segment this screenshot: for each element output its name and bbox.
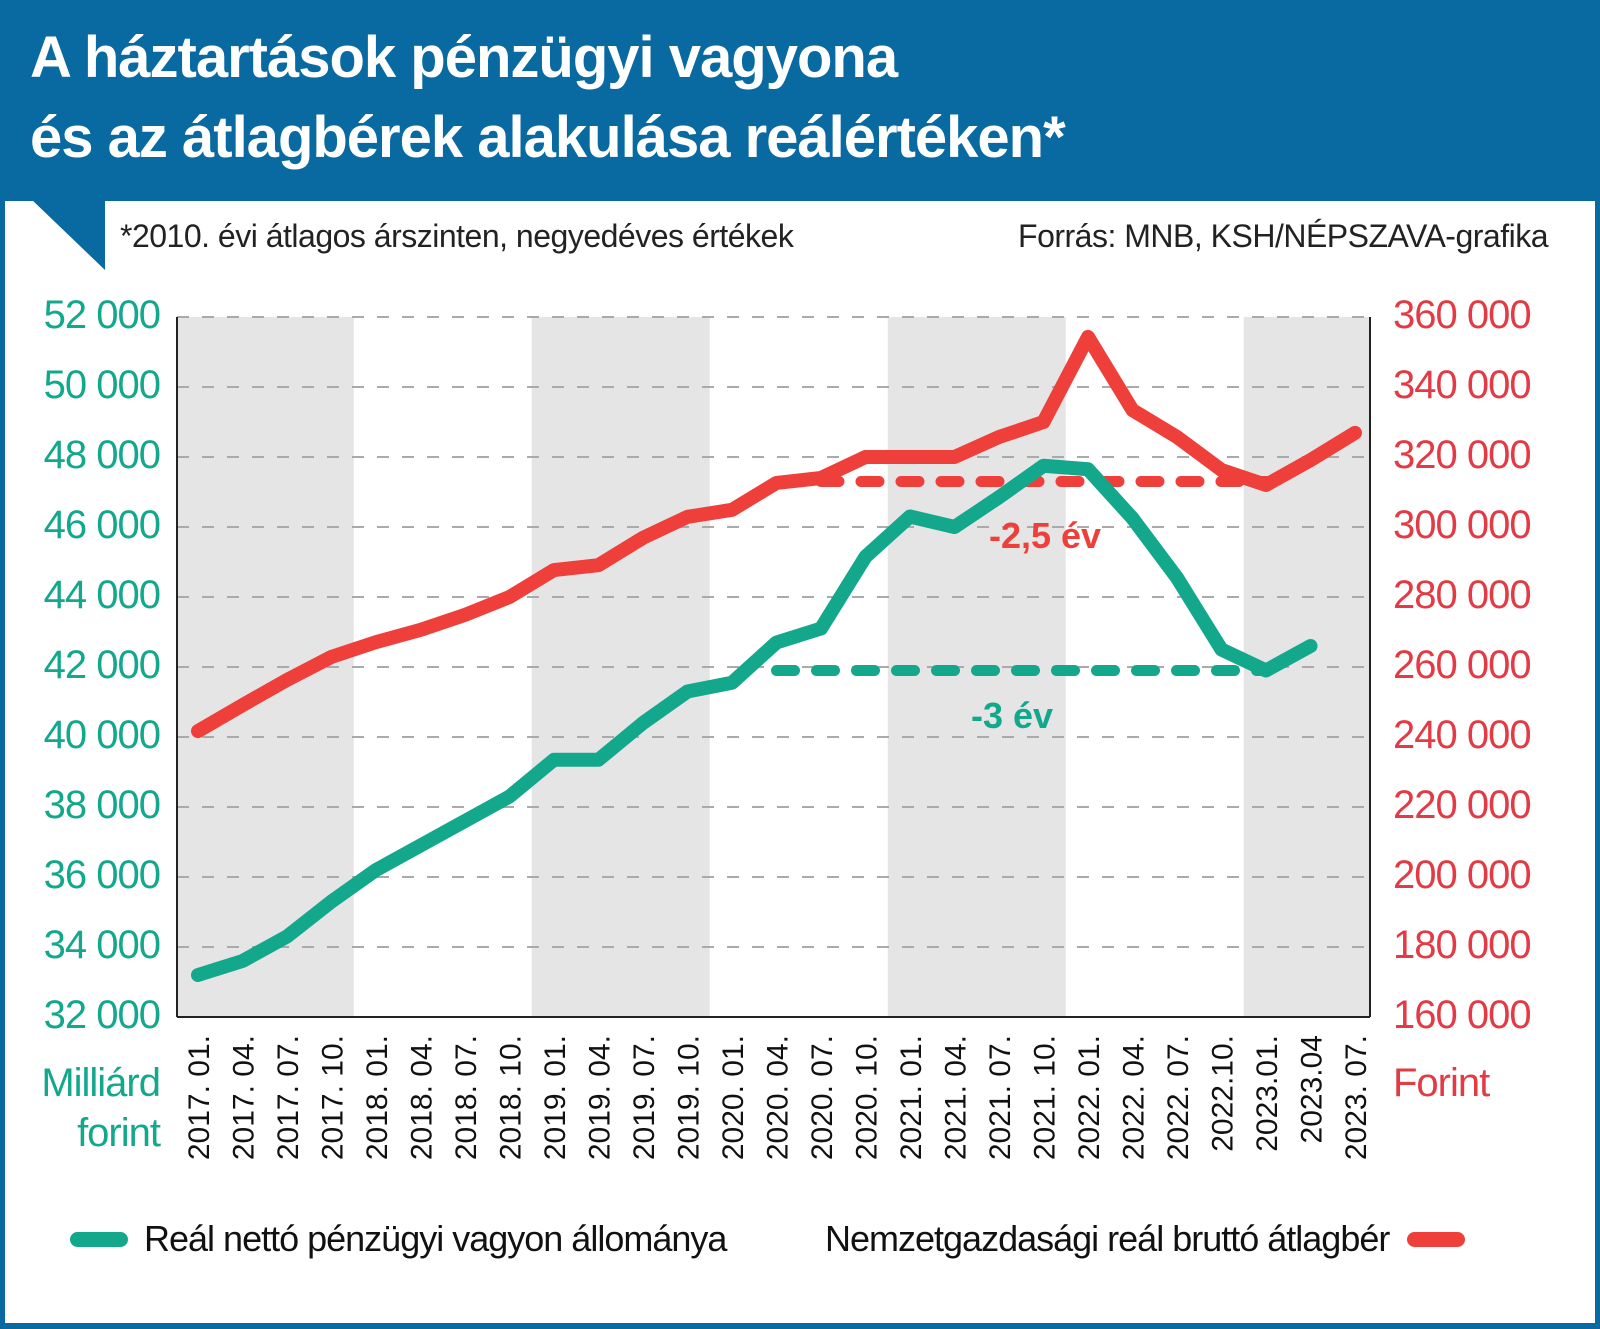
right-tick-label: 180 000 [1393,923,1532,967]
chart-subtitle: *2010. évi átlagos árszinten, negyedéves… [120,218,794,254]
x-tick-label: 2017. 10. [317,1035,350,1160]
left-tick-label: 40 000 [43,713,161,757]
right-tick-label: 200 000 [1393,853,1532,897]
x-tick-label: 2017. 01. [183,1035,216,1160]
legend-swatch-wealth [70,1231,128,1247]
right-tick-label: 360 000 [1393,293,1532,337]
x-tick-label: 2023. 07. [1340,1035,1373,1160]
legend-label-wealth: Reál nettó pénzügyi vagyon állománya [144,1218,727,1259]
left-axis-unit-line-1: Milliárd [41,1061,161,1105]
left-tick-label: 50 000 [43,363,161,407]
left-tick-label: 44 000 [43,573,161,617]
speech-notch-icon [30,198,105,270]
left-axis-unit-line-2: forint [77,1111,161,1155]
chart-title: A háztartások pénzügyi vagyona és az átl… [30,18,1066,178]
left-tick-label: 32 000 [43,993,161,1037]
right-axis-unit: Forint [1393,1061,1490,1105]
x-tick-label: 2018. 07. [450,1035,483,1160]
legend-swatch-wage [1407,1231,1466,1247]
right-tick-label: 320 000 [1393,433,1532,477]
x-tick-label: 2017. 04. [228,1035,261,1160]
legend-label-wage: Nemzetgazdasági reál bruttó átlagbér [825,1218,1390,1259]
left-tick-label: 52 000 [43,293,161,337]
left-axis-unit: Milliárd forint [20,1058,161,1158]
right-tick-label: 260 000 [1393,643,1532,687]
x-tick-label: 2021. 10. [1029,1035,1062,1160]
series-line-wealth [191,458,1318,982]
x-tick-label: 2021. 01. [895,1035,928,1160]
title-line-1: A háztartások pénzügyi vagyona [30,25,898,90]
x-tick-label: 2020. 10. [851,1035,884,1160]
right-tick-label: 240 000 [1393,713,1532,757]
legend-item-wealth: Reál nettó pénzügyi vagyon állománya [70,1218,727,1260]
x-tick-label: 2023.04 [1296,1035,1329,1143]
x-tick-label: 2022.10. [1207,1035,1240,1152]
x-tick-label: 2021. 04. [940,1035,973,1160]
left-tick-label: 42 000 [43,643,161,687]
right-tick-label: 300 000 [1393,503,1532,547]
left-tick-label: 48 000 [43,433,161,477]
legend-item-wage: Nemzetgazdasági reál bruttó átlagbér [825,1218,1466,1260]
title-line-2: és az átlagbérek alakulása reálértéken* [30,105,1066,170]
chart-source: Forrás: MNB, KSH/NÉPSZAVA-grafika [1018,218,1548,254]
left-tick-label: 46 000 [43,503,161,547]
right-tick-label: 220 000 [1393,783,1532,827]
x-tick-label: 2020. 01. [717,1035,750,1160]
annotation-wealth-years: -3 év [971,695,1053,736]
x-tick-label: 2019. 10. [673,1035,706,1160]
x-tick-label: 2022. 01. [1073,1035,1106,1160]
header-banner: A háztartások pénzügyi vagyona és az átl… [0,0,1600,201]
right-tick-label: 280 000 [1393,573,1532,617]
x-tick-label: 2021. 07. [984,1035,1017,1160]
x-tick-label: 2020. 07. [806,1035,839,1160]
x-tick-label: 2018. 04. [406,1035,439,1160]
x-tick-label: 2018. 01. [361,1035,394,1160]
x-tick-label: 2018. 10. [495,1035,528,1160]
x-tick-label: 2019. 01. [539,1035,572,1160]
x-tick-label: 2020. 04. [762,1035,795,1160]
left-tick-label: 36 000 [43,853,161,897]
x-tick-label: 2022. 04. [1118,1035,1151,1160]
x-tick-label: 2019. 04. [584,1035,617,1160]
right-tick-label: 340 000 [1393,363,1532,407]
x-tick-label: 2017. 07. [272,1035,305,1160]
x-tick-label: 2022. 07. [1162,1035,1195,1160]
x-tick-label: 2019. 07. [628,1035,661,1160]
right-tick-label: 160 000 [1393,993,1532,1037]
left-tick-label: 38 000 [43,783,161,827]
left-tick-label: 34 000 [43,923,161,967]
x-tick-label: 2023.01. [1251,1035,1284,1152]
annotation-wage-years: -2,5 év [989,515,1101,556]
